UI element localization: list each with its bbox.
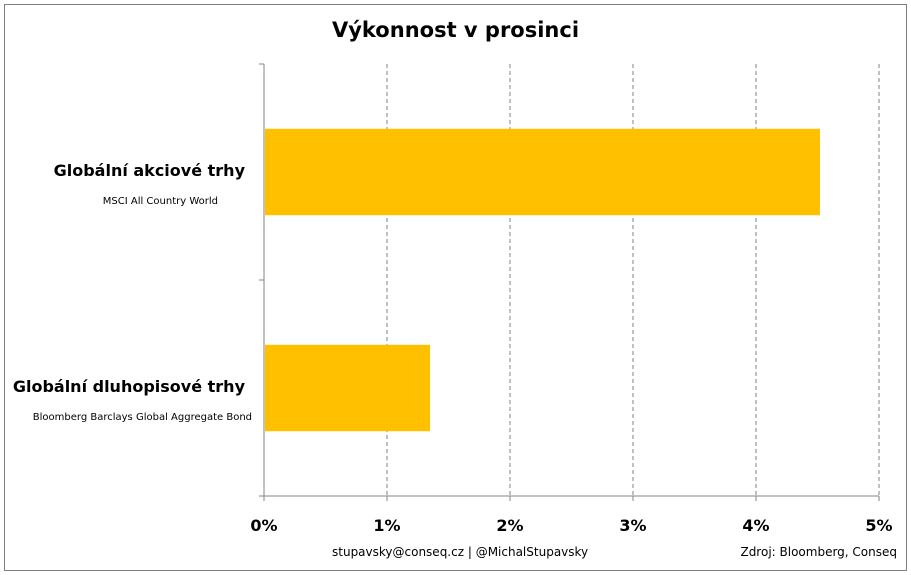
x-tick-label-5: 5% bbox=[865, 516, 892, 535]
bar-1 bbox=[265, 344, 431, 432]
x-tick-label-4: 4% bbox=[742, 516, 769, 535]
category-subtitle-0: MSCI All Country World bbox=[103, 196, 218, 207]
category-subtitle-1: Bloomberg Barclays Global Aggregate Bond bbox=[33, 412, 252, 423]
category-label-0: Globální akciové trhy bbox=[54, 161, 246, 180]
chart-frame bbox=[4, 4, 907, 571]
footer-source: Zdroj: Bloomberg, Conseq bbox=[740, 545, 897, 559]
x-tick-label-3: 3% bbox=[619, 516, 646, 535]
category-label-1: Globální dluhopisové trhy bbox=[13, 377, 246, 396]
footer-contact: stupavsky@conseq.cz | @MichalStupavsky bbox=[332, 545, 589, 559]
x-tick-label-0: 0% bbox=[250, 516, 277, 535]
category-labels: Globální akciové trhy MSCI All Country Wo… bbox=[13, 161, 252, 423]
axes bbox=[259, 63, 880, 501]
chart-title: Výkonnost v prosinci bbox=[331, 18, 580, 42]
x-tick-label-2: 2% bbox=[496, 516, 523, 535]
x-tick-labels: 0% 1% 2% 3% 4% 5% bbox=[250, 516, 892, 535]
bar-0 bbox=[265, 128, 820, 216]
bars bbox=[265, 128, 820, 432]
x-tick-label-1: 1% bbox=[373, 516, 400, 535]
